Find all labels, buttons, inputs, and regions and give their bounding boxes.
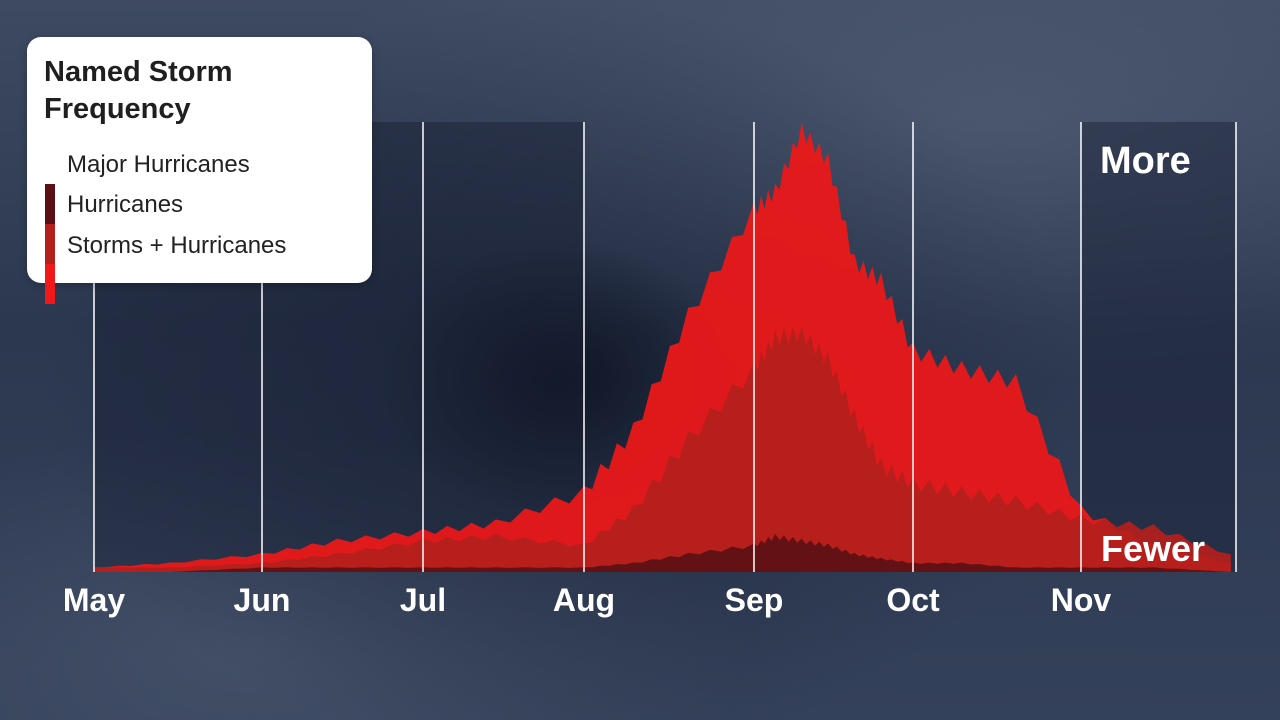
legend-title: Named Storm Frequency	[44, 56, 233, 125]
month-label-jun: Jun	[233, 582, 291, 618]
month-label-jul: Jul	[399, 582, 447, 618]
area-hurricanes	[94, 325, 1231, 572]
scale-label-fewer: Fewer	[1101, 528, 1206, 569]
month-label-nov: Nov	[1050, 582, 1112, 618]
area-storms-hurricanes	[94, 122, 1231, 572]
legend-label-storms-hurricanes: Storms + Hurricanes	[67, 232, 287, 259]
legend-label-hurricanes: Hurricanes	[67, 191, 184, 218]
area-major-hurricanes	[94, 533, 1231, 572]
month-label-sep: Sep	[724, 582, 784, 618]
scale-label-more: More	[1100, 140, 1191, 182]
month-label-oct: Oct	[886, 582, 940, 618]
month-panel-1	[1081, 122, 1236, 572]
legend-swatch-storms-hurricanes	[45, 264, 55, 304]
month-label-aug: Aug	[552, 582, 616, 618]
month-label-may: May	[62, 582, 126, 618]
legend-label-major-hurricanes: Major Hurricanes	[67, 151, 250, 178]
legend-swatch-hurricanes	[45, 224, 55, 264]
legend-swatch-major-hurricanes	[45, 184, 55, 224]
legend: Named Storm Frequency Major Hurricanes H…	[27, 37, 372, 304]
chart-areas	[94, 122, 1231, 572]
month-gridlines	[93, 122, 1237, 572]
